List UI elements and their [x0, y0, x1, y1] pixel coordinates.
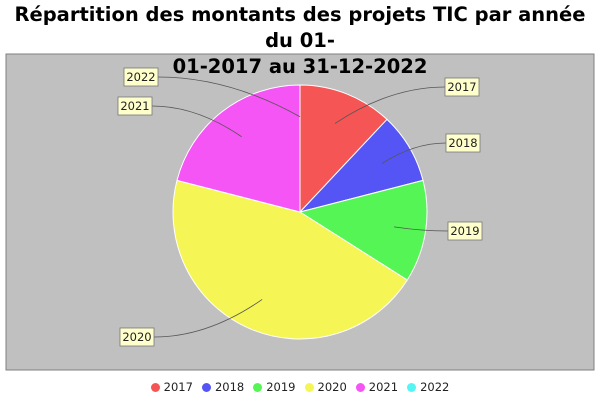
label-text: 2019 [450, 224, 479, 238]
slice-label-2017: 2017 [444, 77, 480, 97]
legend-label: 2017 [163, 380, 193, 394]
chart-title-line2: 01-2017 au 31-12-2022 [172, 55, 428, 78]
pie-slice-2019 [298, 179, 428, 281]
label-box [123, 67, 159, 87]
label-box [119, 327, 155, 347]
label-box [117, 96, 153, 116]
label-text: 2020 [122, 330, 151, 344]
leader-line-2020 [153, 299, 263, 338]
legend-label: 2018 [214, 380, 245, 394]
legend-swatch [150, 382, 160, 392]
label-text: 2017 [447, 80, 476, 94]
legend-label: 2021 [368, 380, 399, 394]
legend-item-2020: 2020 [304, 380, 347, 394]
pie-slice-2021 [176, 84, 301, 213]
label-box [445, 133, 481, 153]
pie-slice-2017 [299, 84, 388, 214]
legend-swatch [201, 382, 211, 392]
legend-swatch [355, 382, 365, 392]
legend-swatch [407, 382, 417, 392]
label-text: 2022 [126, 70, 155, 84]
legend-label: 2019 [266, 380, 296, 394]
leader-line-2018 [381, 142, 447, 164]
label-box [444, 77, 480, 97]
chart-title: Répartition des montants des projets TIC… [0, 2, 600, 80]
leader-line-2017 [334, 86, 446, 124]
chart-title-line1: Répartition des montants des projets TIC… [14, 3, 586, 52]
leader-line-2022 [157, 76, 301, 118]
legend-swatch [304, 382, 314, 392]
slice-label-2018: 2018 [445, 133, 481, 153]
legend-label: 2020 [317, 380, 347, 394]
legend-item-2021: 2021 [355, 380, 399, 394]
legend-item-2018: 2018 [201, 380, 245, 394]
leader-line-2019 [394, 226, 449, 232]
label-text: 2021 [120, 99, 149, 113]
label-box [447, 221, 483, 241]
legend-swatch [253, 382, 263, 392]
legend-item-2019: 2019 [253, 380, 296, 394]
legend-item-2017: 2017 [150, 380, 193, 394]
pie-slice-2020 [172, 179, 408, 340]
slice-label-2019: 2019 [447, 221, 483, 241]
slice-label-2022: 2022 [123, 67, 159, 87]
legend: 2017 2018 2019 2020 2021 2022 [0, 380, 600, 394]
legend-item-2022: 2022 [407, 380, 449, 394]
slice-label-2020: 2020 [119, 327, 155, 347]
slice-label-2021: 2021 [117, 96, 153, 116]
legend-label: 2022 [420, 380, 450, 394]
leader-line-2021 [151, 105, 242, 138]
label-text: 2018 [448, 136, 477, 150]
